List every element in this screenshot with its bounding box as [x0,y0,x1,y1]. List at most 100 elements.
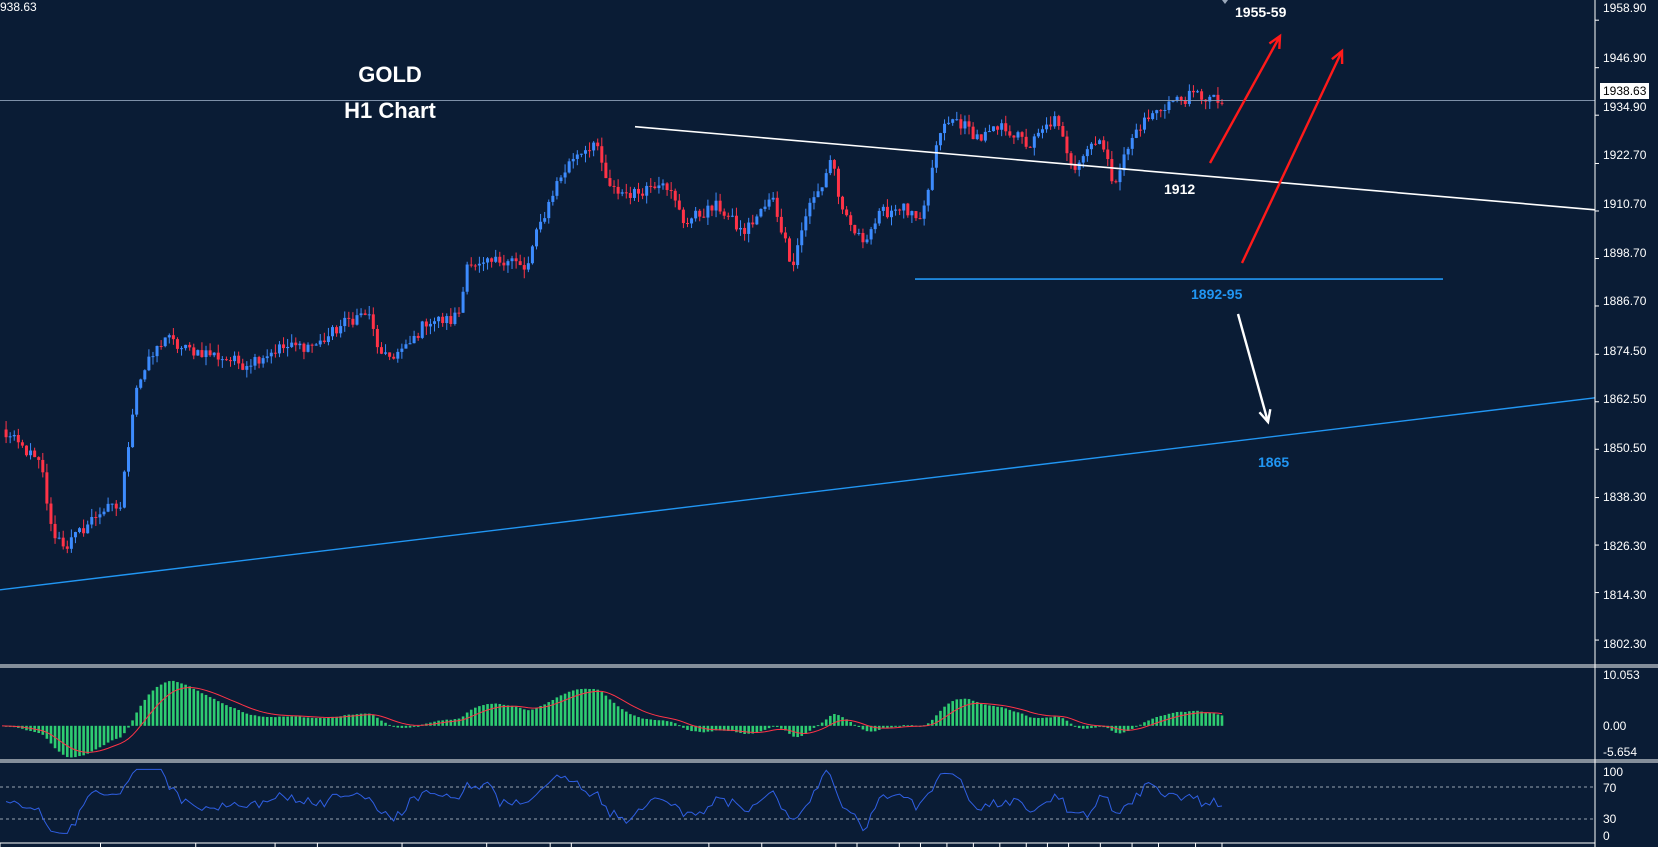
macd-bar [943,706,946,726]
candle-body [1159,110,1163,112]
candle-body [314,344,318,346]
candle-body [437,316,441,322]
macd-bar [608,699,612,726]
macd-bar [975,701,979,726]
candle-body [379,347,383,354]
macd-bar [1057,716,1061,726]
macd-bar [90,725,94,752]
candle-body [135,387,139,415]
macd-signal-line [1,686,1223,753]
candle-body [763,206,767,209]
candle-body [102,511,106,515]
candle-body [1036,132,1040,137]
candle-body [1016,132,1020,138]
candle-body [694,210,698,219]
macd-bar [645,718,648,726]
macd-bar [1090,725,1093,729]
candle-body [347,317,351,319]
label-1955-59: 1955-59 [1235,4,1287,20]
candle-body [571,158,575,162]
candle-body [1130,137,1134,149]
macd-bar [1171,712,1175,726]
candle-body [1175,96,1179,101]
y-tick-label: 1934.90 [1603,100,1647,114]
macd-bar [678,725,681,727]
candle-body [233,355,237,362]
candle-body [277,344,281,354]
candle-body [188,344,192,348]
macd-bar [1008,709,1012,726]
macd-bar [551,699,555,726]
candle-body [192,347,196,356]
candle-body [147,356,151,371]
candle-body [836,168,840,197]
macd-bar [359,713,363,726]
candle-body [1163,110,1167,112]
candle-body [543,218,547,222]
rsi-axis-label: 0 [1603,829,1610,843]
candle-body [718,200,722,212]
candle-body [751,222,755,225]
candle-body [1102,140,1106,150]
macd-bar [449,719,453,726]
candle-body [1000,123,1004,130]
y-tick-label: 1898.70 [1603,246,1647,260]
candle-body [555,181,559,196]
candle-body [245,366,249,370]
macd-bar [1065,720,1069,726]
macd-bar [237,709,240,726]
candle-body [1089,143,1093,150]
macd-bar [820,722,824,726]
candle-body [628,192,632,198]
macd-bar [1175,711,1179,726]
candle-body [1183,100,1187,104]
candle-body [983,131,987,141]
candle-body [294,342,298,346]
candle-body [400,348,404,352]
macd-bar [1110,725,1114,731]
macd-bar [265,716,269,726]
macd-bar [159,684,163,726]
macd-bar [665,721,669,726]
candle-body [1134,129,1138,138]
candle-body [832,160,836,169]
candle-body [885,206,889,218]
macd-bar [465,712,469,726]
candle-body [588,150,592,152]
candle-body [1208,96,1212,102]
macd-bar [1049,717,1052,726]
candle-body [306,344,310,352]
candle-body [1028,146,1032,148]
macd-bar [988,705,991,726]
candle-body [1098,140,1102,144]
candle-body [424,321,428,327]
macd-bar [367,713,371,726]
candle-body [94,516,98,518]
candle-body [1032,136,1036,148]
macd-bar [906,725,910,727]
macd-bar [351,714,355,726]
candle-body [367,314,371,316]
candle-body [669,189,673,191]
candlestick-series [4,84,1224,554]
candle-body [481,262,485,264]
candle-body [796,245,800,266]
candle-body [747,222,751,234]
macd-bar [1159,715,1163,726]
macd-bar [204,694,208,726]
candle-body [661,183,665,186]
macd-bar [253,715,257,726]
candle-body [951,119,955,123]
macd-bar [180,683,183,726]
macd-bar [286,716,289,726]
macd-bar [343,715,347,726]
candle-body [1118,170,1122,183]
macd-bar [167,681,171,726]
macd-bar [143,699,147,726]
macd-bar [935,715,938,726]
candle-body [477,263,481,266]
macd-bar [282,716,285,726]
macd-bar [747,725,750,734]
y-tick-label: 1826.30 [1603,539,1647,553]
candle-body [808,202,812,217]
